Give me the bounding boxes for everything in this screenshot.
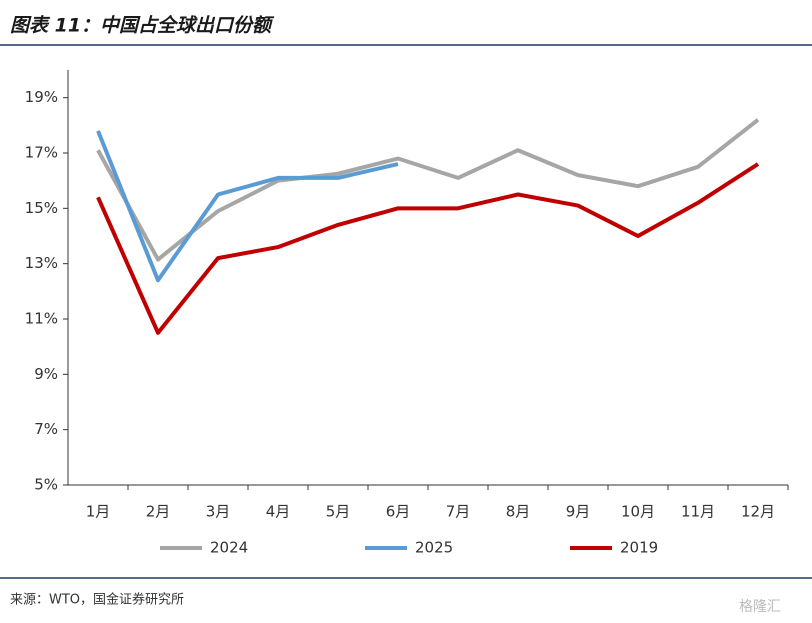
x-tick-label: 3月 bbox=[206, 503, 231, 521]
x-tick-label: 4月 bbox=[266, 503, 291, 521]
legend-label: 2025 bbox=[415, 539, 453, 557]
x-tick-label: 8月 bbox=[506, 503, 531, 521]
y-tick-label: 15% bbox=[25, 199, 58, 217]
y-tick-label: 9% bbox=[34, 365, 58, 383]
x-tick-label: 1月 bbox=[86, 503, 111, 521]
series-line bbox=[96, 162, 760, 335]
y-tick-label: 7% bbox=[34, 420, 58, 438]
x-tick-label: 9月 bbox=[566, 503, 591, 521]
source: 来源：WTO，国金证券研究所 bbox=[10, 592, 184, 608]
legend-label: 2019 bbox=[620, 539, 658, 557]
y-tick-label: 13% bbox=[25, 254, 58, 272]
x-tick-label: 12月 bbox=[741, 503, 775, 521]
chart-title: 图表 11：中国占全球出口份额 bbox=[10, 15, 275, 37]
series-line bbox=[96, 118, 760, 262]
series-line bbox=[96, 130, 399, 283]
x-tick-label: 7月 bbox=[446, 503, 471, 521]
y-tick-label: 5% bbox=[34, 476, 58, 494]
y-tick-label: 11% bbox=[25, 310, 58, 328]
x-tick-label: 11月 bbox=[681, 503, 715, 521]
x-tick-label: 10月 bbox=[621, 503, 655, 521]
x-tick-label: 5月 bbox=[326, 503, 351, 521]
y-tick-label: 19% bbox=[25, 88, 58, 106]
watermark: 格隆汇 bbox=[739, 599, 781, 615]
legend-label: 2024 bbox=[210, 539, 248, 557]
x-tick-label: 2月 bbox=[146, 503, 171, 521]
x-tick-label: 6月 bbox=[386, 503, 411, 521]
y-tick-label: 17% bbox=[25, 144, 58, 162]
